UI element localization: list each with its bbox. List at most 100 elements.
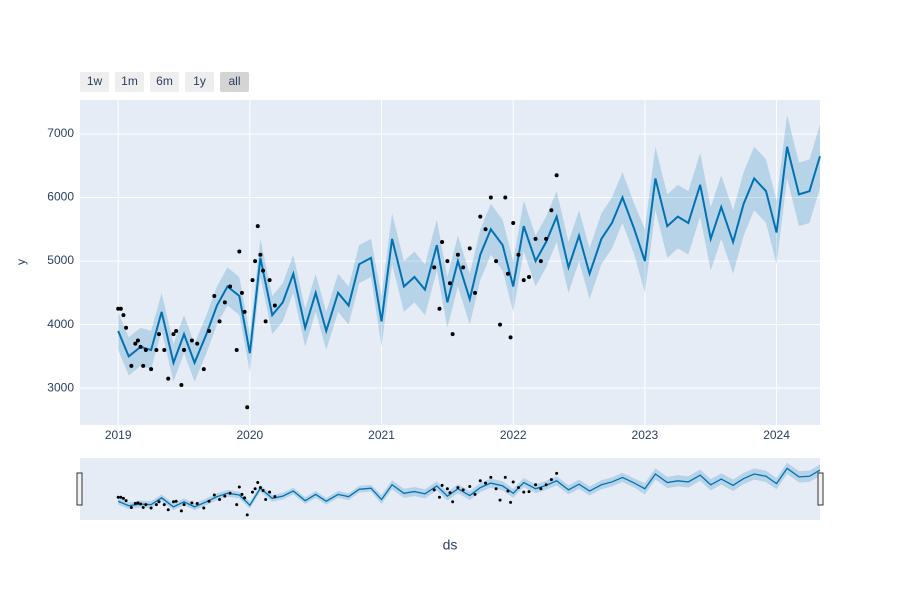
actual-point <box>509 500 513 504</box>
uncertainty-band <box>118 114 820 382</box>
actual-point <box>143 348 148 353</box>
grid <box>80 100 820 425</box>
actual-point <box>473 290 478 295</box>
actual-point <box>467 246 472 251</box>
actual-point <box>124 499 128 503</box>
actual-point <box>121 496 125 500</box>
actual-point <box>207 328 212 333</box>
range-button-label[interactable]: all <box>228 74 240 88</box>
actual-point <box>437 495 441 499</box>
actual-point <box>223 494 227 498</box>
actual-point <box>141 363 146 368</box>
x-tick-label: 2020 <box>237 428 264 442</box>
actual-point <box>261 268 266 273</box>
actual-point <box>133 501 137 505</box>
actual-point <box>139 502 143 506</box>
actual-point <box>484 481 488 485</box>
actual-point <box>448 281 452 286</box>
actual-point <box>432 265 437 270</box>
range-button-label[interactable]: 1y <box>193 74 206 88</box>
range-button[interactable] <box>80 72 109 92</box>
actual-point <box>522 490 526 494</box>
actual-point <box>174 499 178 503</box>
actual-point <box>544 236 549 241</box>
range-button-label[interactable]: 6m <box>156 74 173 88</box>
actual-point <box>149 506 153 510</box>
range-button[interactable] <box>150 72 179 92</box>
actual-point <box>179 382 184 387</box>
actual-point <box>195 341 200 346</box>
range-button[interactable] <box>185 72 214 92</box>
slider-handle[interactable] <box>817 472 824 506</box>
actual-point <box>179 509 183 513</box>
uncertainty-band <box>118 462 820 511</box>
actual-point <box>263 319 268 324</box>
x-tick-label: 2023 <box>632 428 659 442</box>
actual-point <box>195 501 199 505</box>
actual-point <box>267 278 272 283</box>
actual-point <box>256 481 260 485</box>
actual-point <box>149 367 154 372</box>
actual-point <box>527 490 531 494</box>
actual-point <box>166 508 170 512</box>
range-button[interactable] <box>115 72 144 92</box>
actual-point <box>445 487 449 491</box>
actual-point <box>116 495 120 499</box>
actual-point <box>245 405 250 410</box>
actual-point <box>250 490 254 494</box>
actual-point <box>555 471 559 475</box>
actual-point <box>272 303 277 308</box>
slider-handle[interactable] <box>76 472 83 506</box>
actual-point <box>162 503 166 507</box>
actual-point <box>157 332 162 337</box>
actual-point <box>237 485 241 489</box>
actual-point <box>121 313 126 318</box>
actual-point <box>154 348 159 353</box>
forecast-line <box>117 146 821 367</box>
range-slider[interactable] <box>80 458 820 520</box>
range-button-label[interactable]: 1m <box>121 74 138 88</box>
actual-point <box>217 319 222 324</box>
actual-point <box>237 249 242 254</box>
actual-point <box>437 306 442 311</box>
actual-point <box>516 486 520 490</box>
plot-area <box>80 100 820 425</box>
y-tick-label: 3000 <box>47 380 74 394</box>
actual-point <box>261 488 265 492</box>
actual-point <box>516 252 521 257</box>
actual-point <box>212 493 216 497</box>
actual-point <box>273 495 277 499</box>
x-tick-label: 2021 <box>368 428 395 442</box>
actual-point <box>483 227 488 232</box>
actual-point <box>488 195 493 200</box>
actual-point <box>440 483 444 487</box>
x-tick-label: 2022 <box>500 428 527 442</box>
actual-point <box>468 484 472 488</box>
actual-point <box>503 475 507 479</box>
actual-point <box>129 363 134 368</box>
actual-point <box>242 309 247 314</box>
actual-point <box>154 503 158 507</box>
actual-point <box>539 487 543 491</box>
actual-point <box>190 501 194 505</box>
actual-point <box>503 195 508 200</box>
range-button-label[interactable]: 1w <box>87 74 103 88</box>
actual-point <box>258 486 262 490</box>
actual-point <box>527 274 532 279</box>
actual-point <box>549 478 553 482</box>
actual-point <box>538 259 543 264</box>
range-button[interactable] <box>220 72 249 92</box>
actual-point <box>489 475 493 479</box>
actual-point <box>255 224 260 229</box>
actual-point <box>118 306 123 311</box>
actual-point <box>171 332 176 337</box>
actual-point <box>478 479 482 483</box>
actual-point <box>182 503 186 507</box>
actual-point <box>258 252 263 257</box>
actual-point <box>189 338 194 343</box>
actual-point <box>228 491 232 495</box>
y-tick-label: 7000 <box>47 126 74 140</box>
x-tick-label: 2019 <box>105 428 132 442</box>
actual-point <box>124 325 129 330</box>
